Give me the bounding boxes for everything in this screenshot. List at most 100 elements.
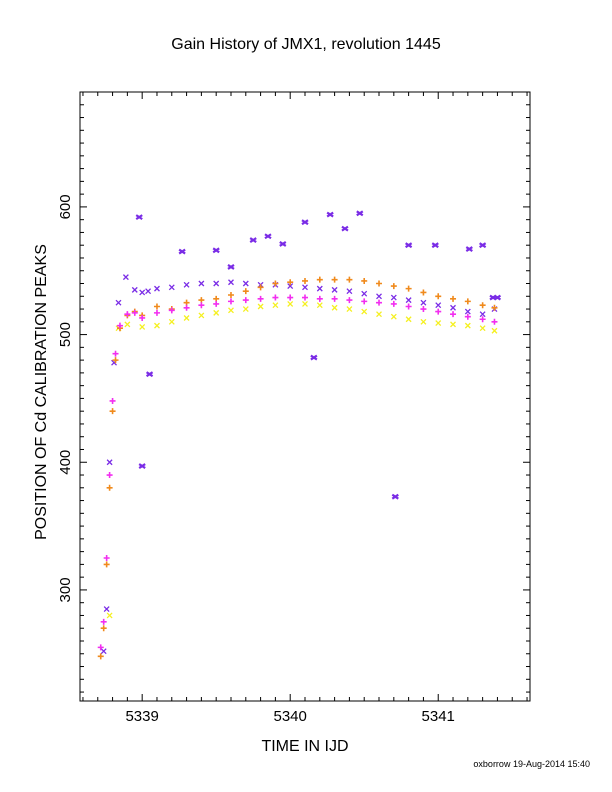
data-point [431,242,439,249]
data-point [287,279,294,286]
data-point [139,323,146,330]
data-point [405,303,412,310]
data-point [213,309,220,316]
data-point [139,314,146,321]
data-point [331,304,338,311]
data-point [122,274,129,281]
data-point [138,463,146,469]
plot-frame [79,91,531,702]
data-point [183,304,190,311]
data-point [272,302,279,309]
data-point [131,309,138,316]
data-point [491,304,498,311]
data-point [405,242,413,249]
data-point [249,237,257,244]
data-point [420,318,427,325]
data-point [106,472,113,479]
y-tick-label: 500 [57,322,74,347]
data-point [346,276,353,283]
data-point [450,304,456,311]
data-point [213,300,220,307]
data-point [405,285,412,292]
data-point [106,484,113,491]
data-point [390,300,397,307]
data-point [183,315,190,321]
data-point [198,280,205,287]
x-axis-title: TIME IN IJD [261,738,349,755]
data-point [168,307,175,314]
data-point [103,555,110,562]
data-point [124,311,131,318]
data-point [227,298,234,305]
data-point [310,354,318,361]
data-point [376,293,382,300]
data-point [213,280,220,287]
data-point [97,644,104,651]
data-point [376,299,383,306]
data-point [287,283,294,290]
data-point [435,302,442,309]
data-point [450,311,457,318]
data-point [100,618,107,625]
data-point [124,321,131,328]
data-point [420,299,427,306]
data-point [341,225,349,232]
x-tick-label: 5340 [274,708,307,725]
data-point [153,303,160,310]
data-point [450,295,457,302]
data-point [279,241,287,247]
data-point [145,288,152,295]
data-point [178,248,186,255]
data-point [100,648,107,655]
y-tick-label: 400 [57,450,74,475]
data-point [257,284,264,291]
data-point [491,327,498,334]
data-point [112,357,119,364]
page-title: Gain History of JMX1, revolution 1445 [171,36,441,53]
data-point [316,285,323,292]
data-point [212,247,220,254]
data-point [272,294,279,301]
data-point [361,298,368,305]
data-point [435,320,442,327]
data-point [302,300,308,307]
data-point [301,219,309,226]
data-point [153,309,160,316]
x-tick-label: 5339 [125,708,158,725]
data-point [183,299,190,306]
data-point [390,283,397,290]
data-point [272,280,279,287]
data-point [331,295,338,302]
y-tick-label: 300 [57,577,74,602]
data-point [106,459,113,466]
data-point [376,280,383,287]
data-point [356,210,364,217]
data-point [361,277,368,284]
data-point [168,318,175,325]
y-axis-title: POSITION OF Cd CALIBRATION PEAKS [33,244,50,540]
data-point [316,276,323,283]
data-point [316,295,323,302]
y-tick-label: 600 [57,194,74,219]
data-point [112,350,119,357]
data-point [376,311,382,318]
data-point [464,322,471,329]
data-point [264,233,272,240]
data-point [257,295,264,302]
data-point [109,408,116,415]
data-point [464,313,471,320]
footer-credit: oxborrow 19-Aug-2014 15:40 [473,759,590,769]
data-point [390,313,397,320]
data-point [331,286,338,293]
data-point [479,242,487,249]
data-point [420,306,427,313]
data-point [479,302,486,309]
data-point [493,294,502,301]
data-point [227,292,234,298]
data-point [242,306,249,313]
data-point [420,289,427,296]
data-point [491,318,498,325]
data-point [450,321,456,328]
data-point [183,281,190,288]
